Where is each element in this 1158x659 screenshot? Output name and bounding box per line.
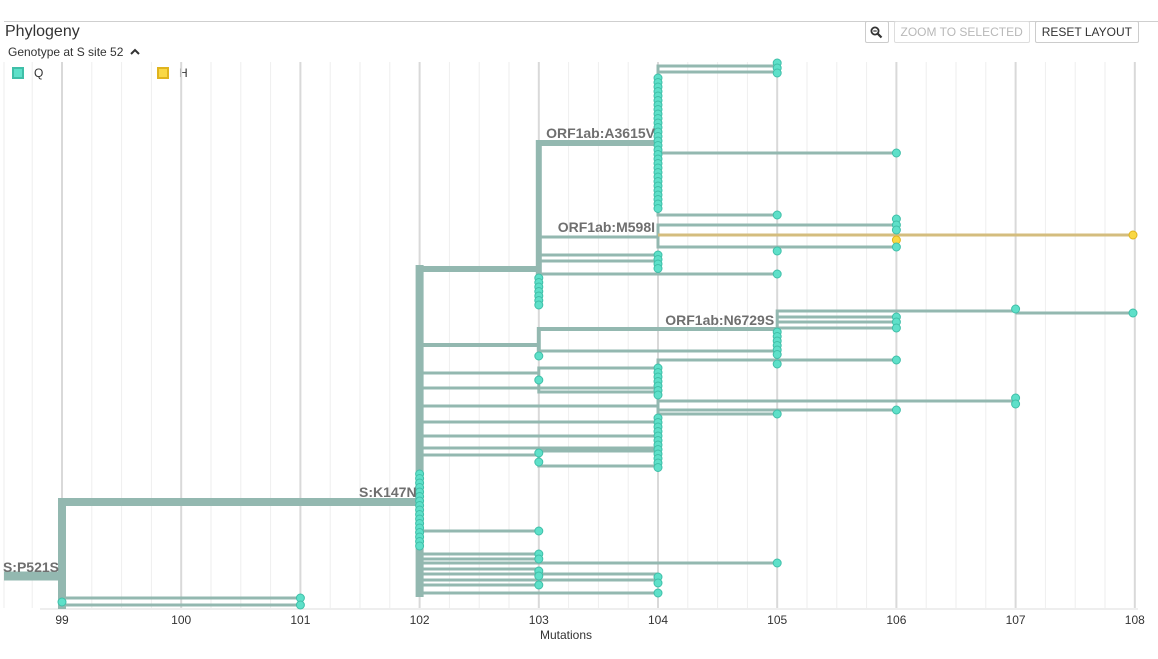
tree-tip [653, 578, 663, 588]
tree-tip [1011, 399, 1021, 409]
tree-tip [534, 554, 544, 564]
tree-tip [772, 409, 782, 419]
tree-tip [534, 580, 544, 590]
tree-tip [534, 526, 544, 536]
tree-tip [415, 541, 425, 551]
x-tick-label: 102 [410, 613, 430, 627]
tree-tip [534, 375, 544, 385]
x-tick-label: 106 [886, 613, 906, 627]
legend-item-q[interactable]: Q [12, 66, 157, 80]
tree-tip [1128, 308, 1138, 318]
x-tick-label: 103 [529, 613, 549, 627]
tree-tip [653, 390, 663, 400]
magnifier-icon [870, 26, 883, 38]
tree-tip [772, 68, 782, 78]
tree-tip [772, 558, 782, 568]
tree-tip [891, 323, 901, 333]
branch-mutation-label: S:P521S [3, 559, 59, 575]
x-axis-title: Mutations [539, 628, 593, 642]
legend-header[interactable]: Genotype at S site 52 [8, 45, 141, 59]
toolbar: ZOOM TO SELECTED RESET LAYOUT [864, 21, 1139, 43]
tree-tip [772, 350, 782, 359]
legend-label-h: H [179, 66, 188, 80]
x-tick-label: 101 [290, 613, 310, 627]
tree-tip [653, 588, 663, 598]
panel-title: Phylogeny [5, 23, 80, 40]
x-tick-label: 104 [648, 613, 668, 627]
x-tick-label: 105 [767, 613, 787, 627]
tree-tip [772, 246, 782, 256]
x-tick-label: 100 [171, 613, 191, 627]
x-tick-label: 107 [1006, 613, 1026, 627]
tree-tip [891, 225, 901, 235]
tree-tip [772, 359, 782, 369]
tree-tip [1128, 230, 1138, 240]
branch-mutation-label: ORF1ab:M598I [558, 219, 655, 235]
zoom-button[interactable] [864, 21, 889, 43]
tree-tip [891, 242, 901, 252]
legend: Q H [12, 66, 302, 80]
legend-item-h[interactable]: H [157, 66, 302, 80]
x-tick-label: 108 [1125, 613, 1145, 627]
tree-tip [295, 600, 305, 610]
tree-tip [653, 463, 663, 472]
tree-tip [772, 210, 782, 220]
tree-tip [534, 300, 544, 310]
tree-tip [653, 204, 663, 213]
branch-mutation-label: ORF1ab:A3615V [546, 125, 656, 141]
legend-swatch-h [157, 67, 169, 79]
tree-tip [891, 148, 901, 158]
tree-tip [534, 457, 544, 467]
chevron-up-icon[interactable] [129, 47, 141, 57]
tree-tip [534, 351, 544, 361]
legend-swatch-q [12, 67, 24, 79]
x-tick-label: 99 [55, 613, 69, 627]
legend-title: Genotype at S site 52 [8, 45, 124, 59]
zoom-to-selected-button[interactable]: ZOOM TO SELECTED [893, 21, 1030, 43]
panel-top-rule [4, 21, 1158, 22]
branch-mutation-label: S:K147N [359, 484, 417, 500]
tree-tip [772, 269, 782, 279]
tree-tip [891, 355, 901, 365]
branch-mutation-label: ORF1ab:N6729S [665, 312, 774, 328]
tree-tip [891, 405, 901, 415]
tree-tip [653, 264, 663, 273]
tree-tip [1011, 304, 1021, 314]
legend-label-q: Q [34, 66, 44, 80]
tree-tip [57, 597, 67, 607]
tree-tip [534, 571, 544, 581]
reset-layout-button[interactable]: RESET LAYOUT [1034, 21, 1139, 43]
tree-tip [534, 448, 544, 458]
